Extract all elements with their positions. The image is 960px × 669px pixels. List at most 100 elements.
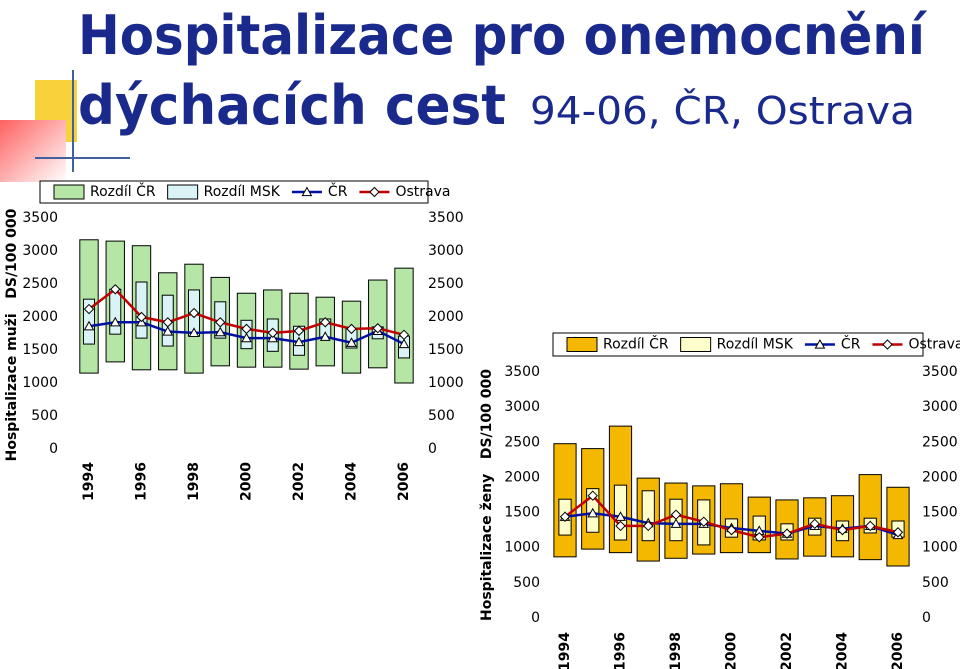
legend-label: Rozdíl ČR (90, 182, 156, 200)
y2-tick-label: 2000 (428, 309, 464, 325)
marker (398, 338, 410, 349)
x-tick-label: 1996 (134, 462, 150, 501)
marker (809, 518, 820, 530)
y2-tick-label: 2000 (922, 469, 958, 485)
marker (215, 317, 226, 328)
y-tick-label: 2500 (22, 276, 58, 292)
marker (346, 337, 357, 347)
marker (372, 323, 383, 334)
legend-box (552, 332, 924, 357)
title: dýchacích cest (78, 74, 506, 137)
marker (162, 325, 174, 336)
legend-label: Rozdíl ČR (603, 335, 669, 353)
y-tick-label: 3000 (504, 399, 540, 415)
marker (267, 327, 278, 339)
marker (754, 531, 765, 543)
marker (670, 518, 682, 528)
floating-bar (641, 490, 655, 542)
y-tick-label: 500 (31, 408, 58, 424)
legend-swatch (566, 337, 598, 352)
marker (319, 331, 331, 341)
marker (83, 320, 95, 331)
marker (882, 339, 893, 350)
y2-tick-label: 1000 (428, 375, 464, 391)
title-suffix: 94-06, ČR, Ostrava (530, 89, 915, 133)
x-tick-label: 1998 (668, 632, 684, 669)
marker (643, 520, 654, 532)
floating-bar (109, 288, 122, 335)
y2-tick-label: 1500 (922, 505, 958, 521)
x-tick-label: 2000 (724, 632, 740, 669)
floating-bar (394, 267, 414, 384)
marker (214, 326, 226, 337)
marker (814, 338, 826, 349)
legend-swatch (53, 184, 85, 200)
y-tick-label: 500 (513, 575, 540, 591)
marker (293, 336, 305, 347)
legend-swatch (167, 184, 199, 200)
y2-tick-label: 500 (922, 575, 949, 591)
y-tick-label: 1500 (22, 342, 58, 358)
y2-tick-label: 3500 (922, 364, 958, 380)
legend-label: ČR (328, 182, 348, 200)
marker (293, 325, 305, 337)
y2-tick-label: 3000 (922, 399, 958, 415)
floating-bar (135, 281, 148, 339)
marker (865, 520, 876, 532)
y-axis-label: Hospitalizace ženy DS/100 000 (479, 369, 495, 621)
y2-tick-label: 2500 (922, 434, 958, 450)
marker (615, 520, 626, 532)
marker (110, 284, 121, 295)
y2-tick-label: 0 (922, 610, 931, 626)
floating-bar (719, 483, 744, 554)
legend-label: ČR (841, 335, 861, 353)
marker (615, 511, 626, 521)
x-tick-label: 2000 (239, 462, 255, 501)
marker (837, 524, 848, 536)
marker (726, 524, 737, 536)
x-tick-label: 1998 (186, 462, 202, 501)
y-tick-label: 3500 (504, 364, 540, 380)
title: Hospitalizace pro onemocnění (78, 4, 927, 67)
marker (83, 303, 95, 315)
y-axis-label: Hospitalizace muži DS/100 000 (4, 208, 20, 461)
y-tick-label: 0 (531, 610, 540, 626)
x-tick-label: 2002 (779, 632, 795, 669)
x-tick-label: 1996 (613, 632, 629, 669)
y2-tick-label: 1000 (922, 540, 958, 556)
x-tick-label: 2002 (291, 462, 307, 501)
y-tick-label: 2000 (22, 309, 58, 325)
marker (241, 323, 252, 335)
legend-label: Rozdíl MSK (204, 184, 281, 200)
marker (398, 329, 410, 341)
legend-label: Rozdíl MSK (717, 337, 794, 353)
marker (241, 332, 252, 343)
marker (346, 323, 357, 335)
x-tick-label: 1994 (557, 632, 573, 669)
y2-tick-label: 2500 (428, 276, 464, 292)
marker (781, 528, 793, 539)
y-tick-label: 1000 (504, 540, 540, 556)
marker (188, 327, 200, 337)
marker (136, 311, 147, 323)
marker (587, 490, 598, 501)
x-tick-label: 1994 (81, 462, 97, 501)
marker (670, 509, 682, 520)
legend-box (39, 180, 429, 204)
y2-tick-label: 0 (428, 441, 437, 457)
legend-swatch (680, 337, 712, 352)
x-tick-label: 2004 (344, 462, 360, 501)
legend-label: Ostrava (908, 337, 960, 353)
marker (162, 317, 173, 328)
marker (587, 507, 599, 518)
y2-tick-label: 500 (428, 408, 455, 424)
marker (320, 317, 331, 328)
marker (559, 511, 571, 522)
y2-tick-label: 3000 (428, 243, 464, 259)
x-tick-label: 2006 (890, 632, 906, 669)
y2-tick-label: 3500 (428, 210, 464, 226)
y-tick-label: 2500 (504, 434, 540, 450)
marker (188, 307, 200, 319)
marker (698, 516, 709, 527)
